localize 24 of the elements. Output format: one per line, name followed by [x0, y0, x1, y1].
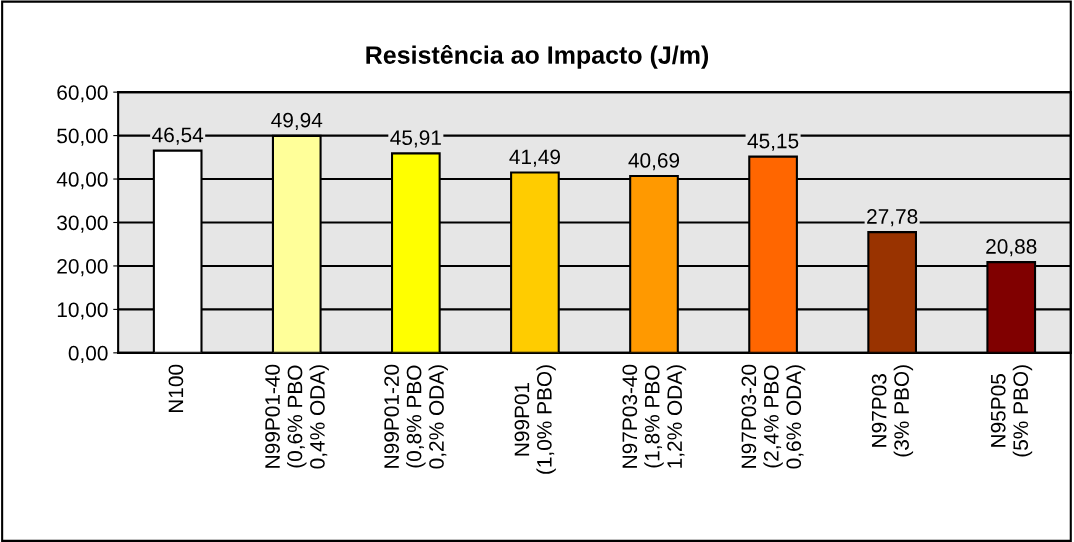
x-tick-label: N99P01 (1,0% PBO) — [514, 365, 556, 474]
x-tick-label: N99P01-40 (0,6% PBO 0,4% ODA) — [265, 364, 329, 469]
y-tick-label: 10,00 — [57, 302, 108, 320]
x-tick-label: N97P03-40 (1,8% PBO 1,2% ODA) — [622, 364, 687, 468]
data-label: 27,78 — [867, 209, 918, 227]
x-tick-label: N100 — [168, 364, 184, 413]
y-tick-label: 20,00 — [57, 258, 108, 277]
chart-title: Resistência ao Impacto (J/m) — [366, 44, 709, 69]
x-tick-label: N95P05 (5% PBO) — [990, 365, 1033, 457]
data-label: 45,15 — [747, 133, 799, 151]
data-label: 49,94 — [271, 112, 323, 131]
y-tick-label: 60,00 — [57, 85, 108, 103]
data-label: 41,49 — [509, 149, 560, 167]
x-tick-label: N99P01-20 (0,8% PBO 0,2% ODA) — [384, 364, 448, 469]
data-label: 45,91 — [390, 130, 441, 148]
x-tick-label: N97P03-20 (2,4% PBO 0,6% ODA) — [741, 364, 806, 469]
y-tick-label: 30,00 — [57, 215, 108, 233]
data-label: 46,54 — [152, 127, 204, 145]
y-tick-label: 50,00 — [57, 128, 108, 146]
data-label: 40,69 — [628, 153, 680, 171]
y-tick-label: 40,00 — [56, 172, 108, 190]
y-tick-label: 0,00 — [68, 345, 108, 364]
data-label: 20,88 — [986, 239, 1037, 257]
x-tick-label: N97P03 (3% PBO) — [871, 365, 914, 457]
